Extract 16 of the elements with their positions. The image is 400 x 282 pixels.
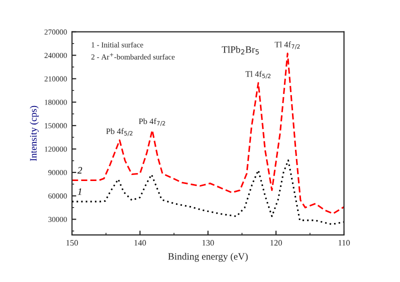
x-tick-label: 120 xyxy=(270,240,282,246)
series-label: 2 xyxy=(77,167,82,174)
line-series xyxy=(72,52,344,214)
annotation: Tl 4f$_{7/2}$ xyxy=(274,41,300,50)
annotation: Pb 4f$_{7/2}$ xyxy=(138,118,166,126)
x-tick-label: 140 xyxy=(134,240,146,246)
x-tick-label: 110 xyxy=(338,240,350,246)
x-axis-title: Binding energy (eV) xyxy=(168,252,248,262)
x-tick-label: 130 xyxy=(202,240,214,246)
x-tick-label: 150 xyxy=(66,240,78,246)
series-label: 1 xyxy=(78,188,82,195)
line-series xyxy=(72,159,344,226)
text: TlPb$_{2}$Br$_{5}$ xyxy=(222,46,259,54)
y-axis-title: Intensity (cps) xyxy=(30,106,39,161)
annotation: Tl 4f$_{5/2}$ xyxy=(246,70,270,79)
annotation: Pb 4f$_{5/2}$ xyxy=(106,128,132,136)
